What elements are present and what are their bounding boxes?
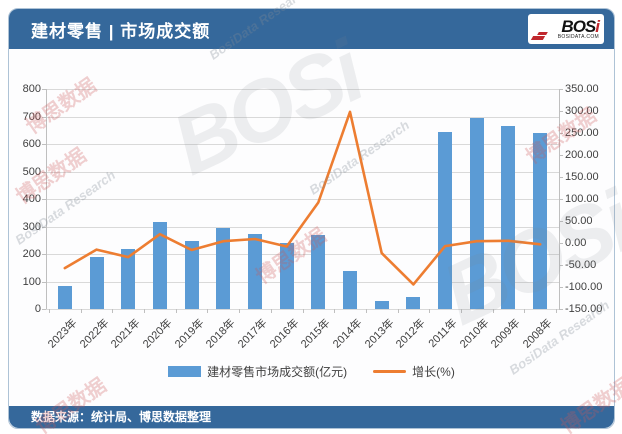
line-swatch-icon [373, 370, 407, 373]
x-tick [492, 309, 494, 313]
y-axis-label-right: 100.00 [565, 193, 599, 205]
x-tick [397, 309, 399, 313]
right-tick [559, 287, 563, 288]
h-gridline [46, 89, 559, 90]
legend-bar-label: 建材零售市场成交额(亿元) [207, 365, 348, 379]
report-header: 建材零售 | 市场成交额 BOSi BOSIDATA.COM [9, 9, 614, 49]
y-axis-label-left: 400 [22, 193, 41, 205]
right-tick [559, 243, 563, 244]
y-axis-label-left: 100 [22, 275, 41, 288]
legend-line-label: 增长(%) [412, 365, 455, 379]
bar-2019年 [184, 240, 199, 309]
y-axis-label-left: 0 [34, 303, 41, 315]
y-axis-label-left: 200 [22, 248, 41, 260]
right-tick [559, 155, 563, 156]
logo-stripe-icon [530, 36, 546, 40]
x-tick [365, 309, 367, 313]
y-axis-label-right: 350.00 [565, 83, 599, 95]
bar-2014年 [343, 270, 358, 309]
bar-2020年 [152, 222, 167, 309]
y-axis-label-right: 200.00 [565, 149, 599, 161]
x-tick [175, 309, 177, 313]
y-axis-label-left: 300 [22, 220, 41, 233]
y-axis-label-left: 500 [22, 165, 41, 178]
logo-stripe-icon [537, 32, 548, 35]
left-tick [42, 254, 46, 255]
x-tick [49, 309, 50, 313]
bar-2021年 [121, 248, 136, 309]
report-card: 建材零售 | 市场成交额 BOSi BOSIDATA.COM 800 700 600… [8, 8, 615, 429]
x-tick [144, 309, 146, 313]
chart-legend: 建材零售市场成交额(亿元) 增长(%) [9, 363, 614, 380]
left-tick [42, 199, 46, 200]
right-tick [559, 309, 563, 310]
y-axis-label-left: 800 [22, 83, 41, 95]
right-tick [559, 177, 563, 178]
bar-2018年 [216, 227, 231, 309]
y-axis-label-right: 250.00 [565, 127, 599, 139]
x-tick [524, 309, 526, 313]
right-tick [559, 221, 563, 222]
left-tick [42, 309, 46, 310]
bar-2017年 [247, 234, 262, 309]
x-tick [302, 309, 304, 313]
data-source-text: 数据来源：统计局、博思数据整理 [31, 410, 212, 424]
y-axis-label-right: 0.00 [565, 237, 587, 249]
page-title: 建材零售 | 市场成交额 [31, 21, 211, 41]
x-tick [429, 309, 431, 313]
y-axis-label-right: -100.00 [565, 281, 603, 293]
x-tick [334, 309, 336, 313]
left-tick [42, 281, 46, 283]
x-tick [239, 309, 241, 313]
legend-item-line: 增长(%) [373, 363, 455, 380]
report-footer: 数据来源：统计局、博思数据整理 [9, 406, 614, 428]
y-axis-line-left [46, 89, 47, 309]
bosidata-logo: BOSi BOSIDATA.COM [528, 14, 604, 44]
x-tick [556, 309, 557, 313]
bar-2011年 [438, 131, 453, 309]
logo-text: BOSi [561, 16, 600, 36]
bar-2012年 [406, 297, 421, 309]
right-tick [559, 111, 563, 112]
bar-2010年 [469, 117, 484, 309]
y-axis-label-left: 700 [22, 110, 41, 123]
left-tick [42, 89, 46, 90]
logo-subtext: BOSIDATA.COM [557, 33, 599, 40]
y-axis-label-right: 150.00 [565, 171, 599, 183]
right-tick [559, 89, 563, 90]
left-tick [42, 226, 46, 228]
bar-2016年 [279, 243, 294, 309]
x-tick [460, 309, 462, 313]
bar-2008年 [533, 133, 548, 309]
y-axis-label-right: -150.00 [565, 303, 603, 315]
bar-2023年 [57, 285, 72, 309]
left-tick [42, 144, 46, 145]
legend-item-bar: 建材零售市场成交额(亿元) [168, 363, 347, 380]
bar-2022年 [89, 257, 104, 309]
left-tick [42, 171, 46, 173]
x-tick [112, 309, 114, 313]
x-tick [270, 309, 272, 313]
bar-2013年 [374, 300, 389, 309]
right-tick [559, 265, 563, 266]
y-axis-label-right: 300.00 [565, 105, 599, 117]
right-tick [559, 199, 563, 200]
y-axis-label-left: 600 [22, 138, 41, 150]
x-tick [207, 309, 209, 313]
bar-swatch-icon [168, 366, 202, 377]
right-tick [559, 133, 563, 134]
y-axis-label-right: -50.00 [565, 259, 597, 271]
y-axis-label-right: 50.00 [565, 215, 593, 227]
x-tick [80, 309, 82, 313]
bar-2015年 [311, 235, 326, 309]
plot-area: 800 700 600 500 400 300 200 100 0 350.00 300.00 250… [9, 49, 614, 406]
y-axis-line-right [559, 89, 560, 309]
bar-2009年 [501, 126, 516, 309]
left-tick [42, 116, 46, 118]
